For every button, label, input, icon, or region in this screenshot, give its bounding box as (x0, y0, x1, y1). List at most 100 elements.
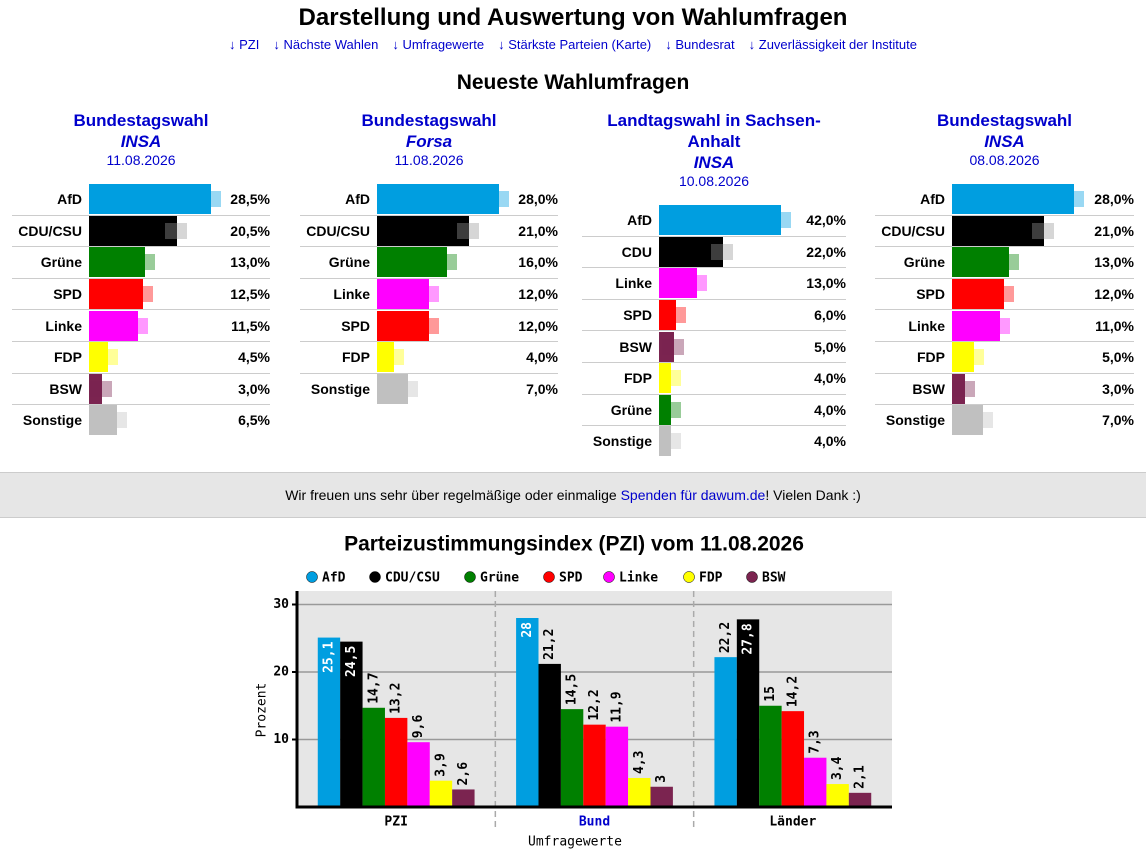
party-label: CDU/CSU (18, 222, 82, 239)
poll-bar (377, 184, 499, 215)
bar (848, 792, 872, 807)
party-label: Linke (908, 317, 945, 334)
bar (538, 663, 561, 807)
poll-bar (952, 279, 1005, 310)
bar (560, 709, 584, 807)
party-label: CDU/CSU (306, 222, 370, 239)
bar-value-label: 11,9 (609, 691, 624, 722)
value-label: 12,0% (1094, 286, 1134, 303)
party-label: CDU (621, 243, 652, 260)
bar-zone (952, 310, 1074, 341)
change-indicator (395, 380, 418, 397)
nav-link[interactable]: ↓ Zuverlässigkeit der Institute (748, 37, 917, 52)
poll-row: Sonstige 7,0% (300, 373, 558, 405)
poll-card: Bundestagswahl INSA 08.08.2026 AfD 28,0% CDU/… (875, 110, 1134, 436)
change-indicator (132, 254, 155, 271)
party-label: Grüne (903, 254, 945, 271)
poll-card: Landtagswahl in Sachsen-Anhalt INSA 10.08.… (582, 110, 846, 457)
bar (759, 705, 782, 807)
party-label: Sonstige (885, 412, 945, 429)
poll-bar (89, 279, 143, 310)
value-label: 3,0% (238, 380, 270, 397)
poll-row: Grüne 16,0% (300, 247, 558, 279)
value-label: 12,0% (518, 286, 558, 303)
party-label: Linke (45, 317, 82, 334)
party-label: FDP (624, 370, 652, 387)
poll-row: Linke 13,0% (582, 268, 846, 300)
nav-link[interactable]: ↓ Nächste Wahlen (273, 37, 379, 52)
bar-value-label: 4,3 (632, 750, 647, 773)
bar (516, 618, 539, 807)
poll-row: CDU/CSU 21,0% (300, 215, 558, 248)
legend-label: SPD (559, 571, 583, 586)
poll-row: Grüne 13,0% (875, 247, 1134, 279)
bar-zone (377, 310, 498, 341)
bar (407, 742, 430, 807)
change-indicator (658, 370, 681, 387)
change-indicator (126, 317, 149, 334)
bar-zone (952, 342, 1074, 373)
poll-row: AfD 42,0% (582, 205, 846, 237)
nav-link[interactable]: ↓ Umfragewerte (392, 37, 485, 52)
legend-swatch (746, 571, 758, 583)
value-label: 12,5% (230, 286, 270, 303)
poll-bar (659, 363, 671, 394)
pzi-chart: Parteizustimmungsindex (PZI) vom 11.08.2… (255, 533, 892, 850)
bar-zone (377, 373, 498, 404)
party-label: AfD (627, 212, 652, 229)
bar-zone (659, 236, 786, 267)
value-label: 28,5% (230, 191, 270, 208)
nav-link[interactable]: ↓ Bundesrat (665, 37, 735, 52)
value-label: 4,5% (238, 349, 270, 366)
party-label: Linke (333, 286, 370, 303)
bar (826, 784, 849, 807)
bar-zone (658, 394, 786, 425)
change-indicator (487, 191, 509, 208)
x-tick-label[interactable]: Bund (579, 815, 610, 830)
bar-zone (659, 331, 786, 362)
bar-zone (89, 342, 210, 373)
nav-link[interactable]: ↓ PZI (228, 37, 260, 52)
poll-bar (89, 247, 145, 278)
value-label: 13,0% (230, 254, 270, 271)
party-label: AfD (57, 191, 82, 208)
poll-row: Sonstige 7,0% (875, 405, 1134, 436)
change-indicator (164, 222, 187, 239)
bar (736, 619, 760, 807)
bar-zone (89, 184, 221, 215)
value-label: 3,0% (1102, 380, 1134, 397)
party-label: Grüne (40, 254, 82, 271)
bar-value-label: 15 (763, 686, 778, 702)
legend-swatch (369, 571, 381, 583)
bar-value-label: 14,5 (565, 674, 580, 705)
bar-zone (377, 184, 509, 215)
nav-link[interactable]: ↓ Stärkste Parteien (Karte) (498, 37, 652, 52)
party-label: AfD (920, 191, 945, 208)
value-label: 6,5% (238, 412, 270, 429)
bar-value-label: 3,9 (433, 753, 448, 776)
bar-zone (659, 205, 791, 236)
page-title: Darstellung und Auswertung von Wahlumfra… (298, 4, 848, 31)
poll-title: Bundestagswahl (73, 111, 209, 130)
party-label: BSW (619, 338, 652, 355)
bar-zone (952, 373, 1074, 404)
poll-row: BSW 3,0% (875, 373, 1134, 406)
party-label: Sonstige (592, 433, 652, 450)
x-axis-label: Umfragewerte (528, 835, 622, 850)
poll-institute: INSA (120, 132, 162, 151)
x-tick-label: PZI (384, 815, 407, 830)
change-indicator (1062, 191, 1084, 208)
poll-row: AfD 28,0% (875, 184, 1134, 216)
poll-title: Bundestagswahl (361, 111, 497, 130)
party-label: Grüne (328, 254, 370, 271)
poll-bar (89, 310, 139, 341)
legend-swatch (543, 571, 555, 583)
change-indicator (658, 401, 681, 418)
poll-row: BSW 3,0% (12, 373, 270, 406)
bar-value-label: 14,7 (366, 672, 381, 703)
change-indicator (684, 275, 707, 292)
donation-link[interactable]: Spenden für dawum.de (620, 487, 766, 503)
legend-label: AfD (322, 571, 346, 586)
